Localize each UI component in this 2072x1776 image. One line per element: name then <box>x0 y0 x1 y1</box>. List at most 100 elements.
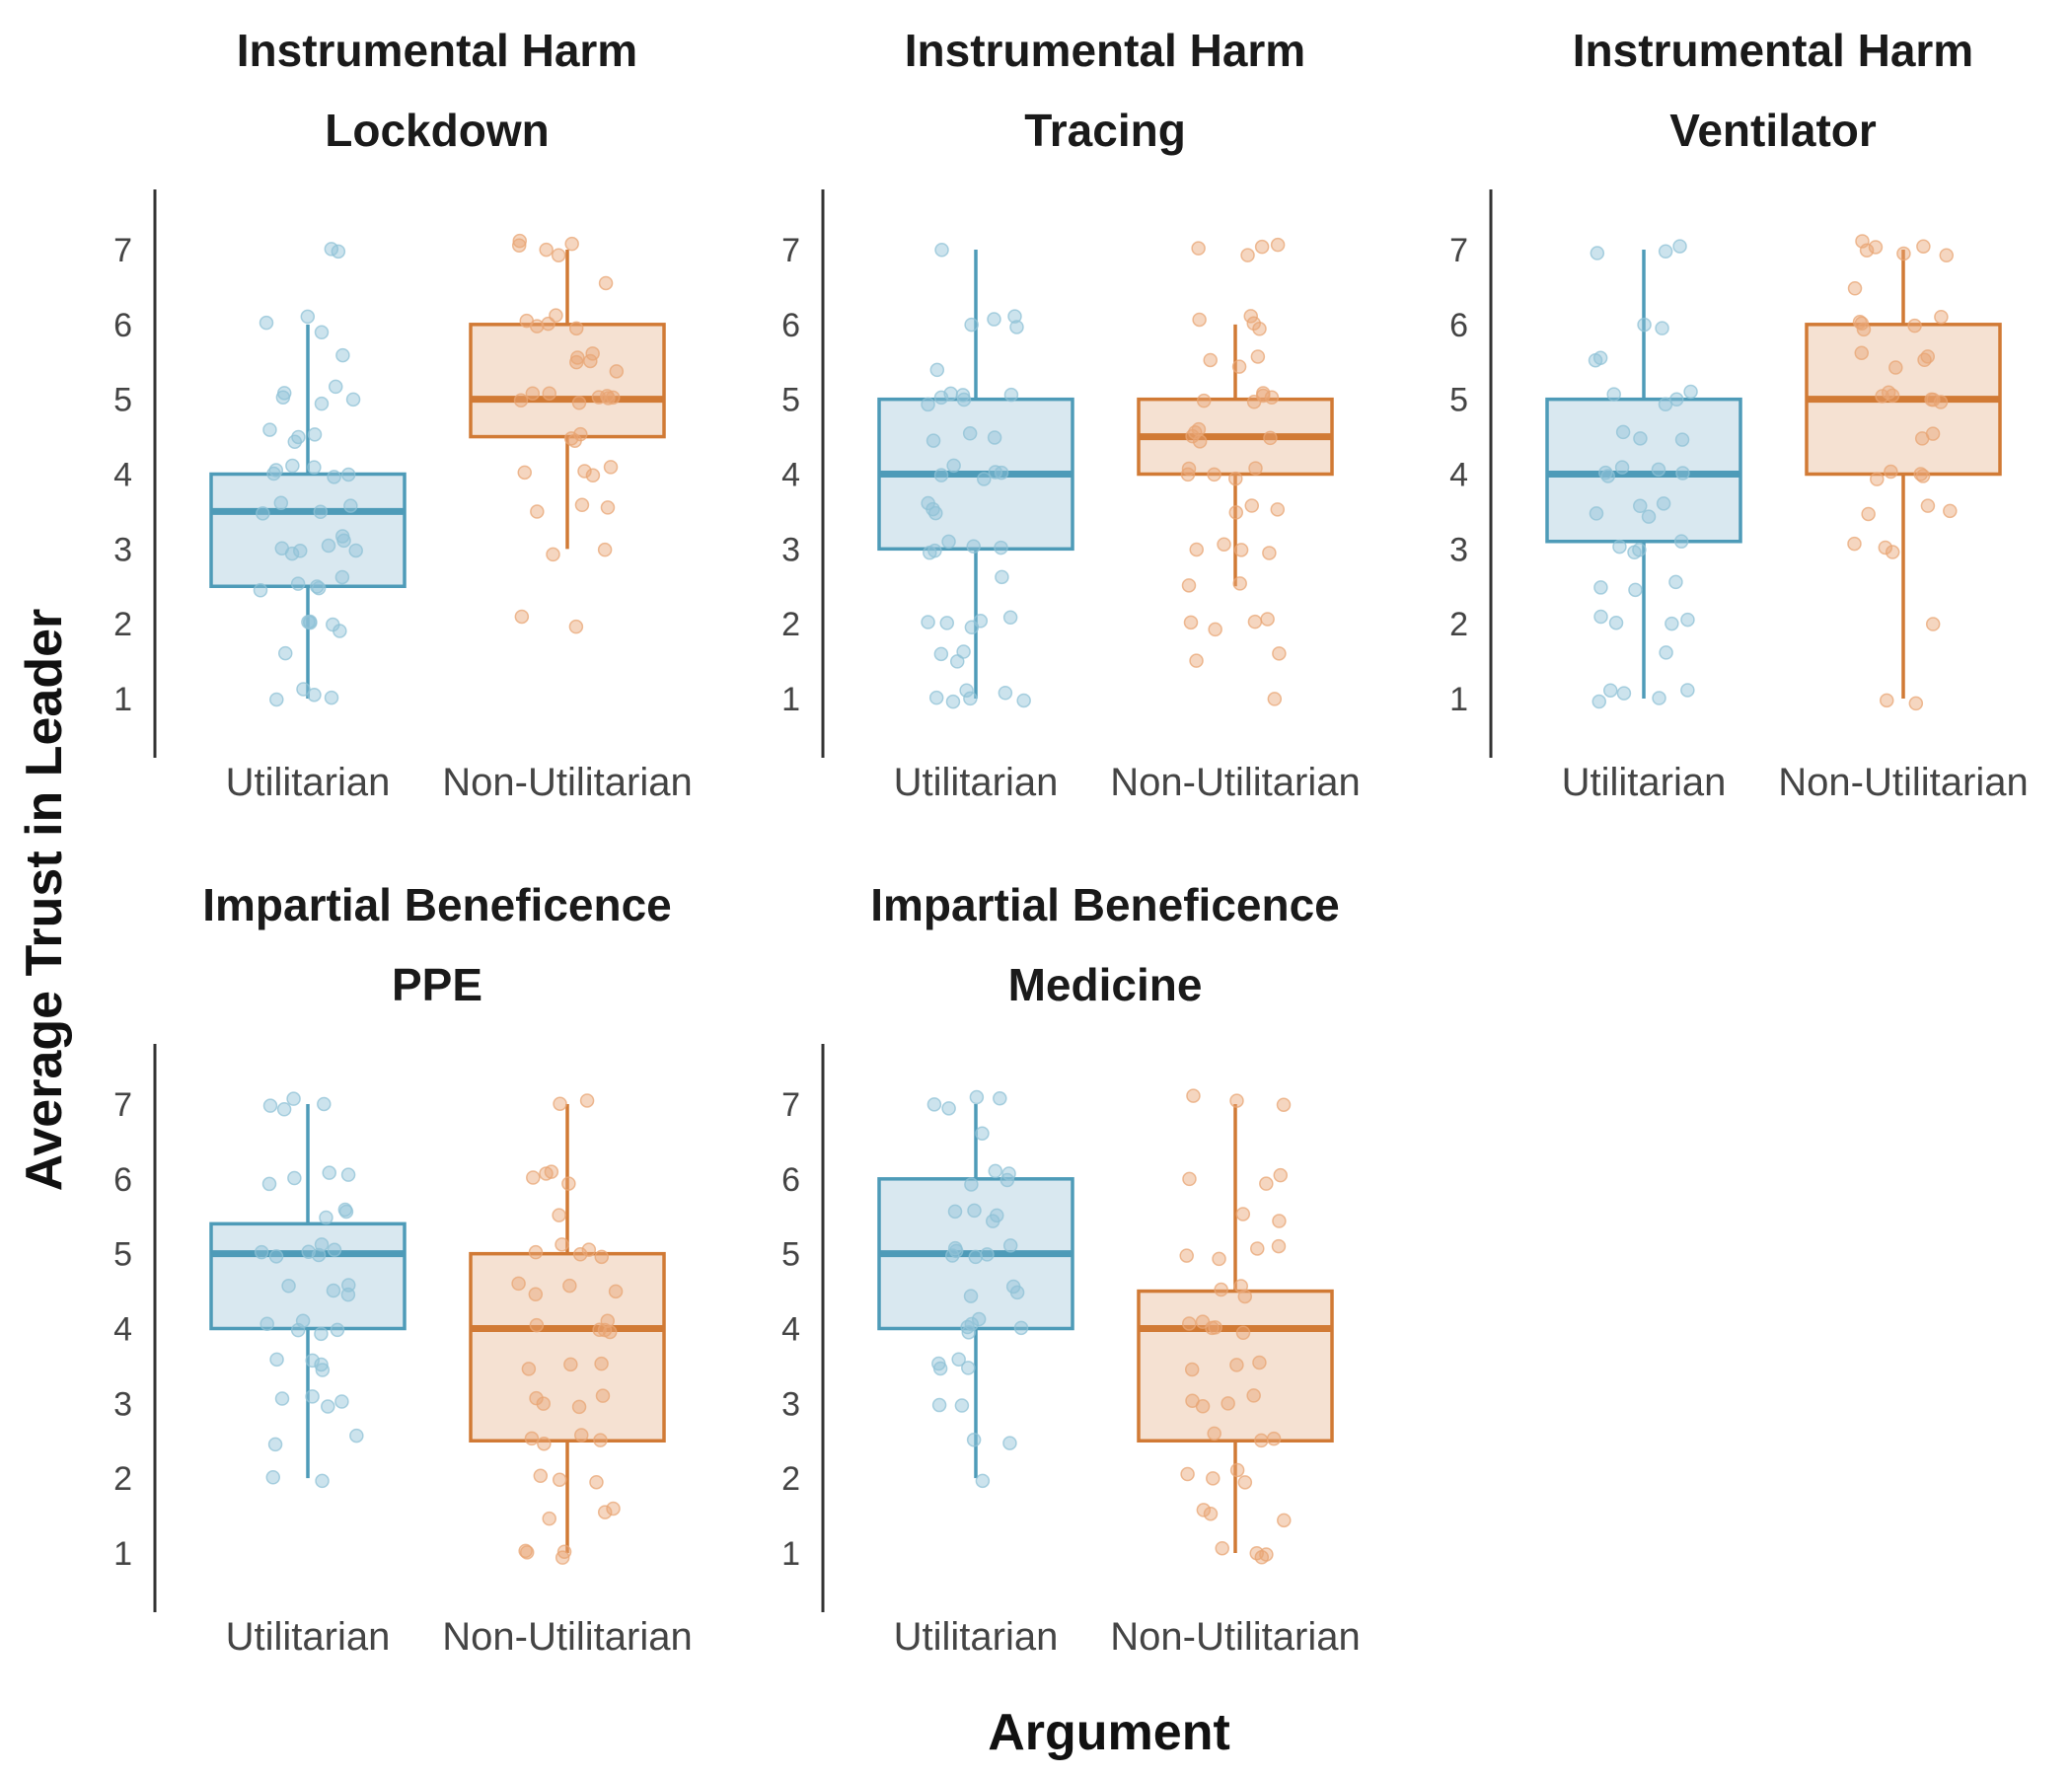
data-point <box>267 1437 283 1452</box>
data-point <box>951 1352 966 1367</box>
data-point <box>1593 609 1608 625</box>
panel-title-line1: Instrumental Harm <box>237 25 637 76</box>
y-tick-label: 3 <box>781 531 800 568</box>
data-point <box>561 1176 576 1191</box>
x-category-label: Non-Utilitarian <box>442 761 692 804</box>
data-point <box>1229 1462 1245 1478</box>
data-point <box>1277 1513 1292 1528</box>
data-point <box>1602 683 1618 698</box>
data-point <box>1920 498 1936 513</box>
data-point <box>1915 469 1931 483</box>
data-point <box>1659 645 1673 660</box>
data-point <box>971 1311 987 1327</box>
data-point <box>1007 309 1022 324</box>
data-point <box>511 1276 526 1292</box>
data-point <box>343 498 358 513</box>
data-point <box>348 543 363 558</box>
data-point <box>1192 312 1207 328</box>
data-point <box>1235 1207 1251 1221</box>
x-category-label: Non-Utilitarian <box>1110 1615 1360 1659</box>
data-point <box>1189 542 1204 557</box>
data-point <box>563 1357 578 1372</box>
data-point <box>1943 503 1958 519</box>
data-point <box>521 1362 537 1376</box>
data-point <box>1633 431 1648 446</box>
data-point <box>1847 281 1863 296</box>
data-point <box>1002 1238 1018 1253</box>
data-point <box>1232 576 1247 591</box>
data-point <box>528 1244 544 1260</box>
data-point <box>1276 1097 1292 1112</box>
y-tick-label: 1 <box>113 681 132 718</box>
data-point <box>285 458 300 474</box>
data-point <box>1252 1355 1267 1370</box>
data-point <box>1665 616 1679 631</box>
data-point <box>315 1473 330 1489</box>
y-tick-label: 7 <box>113 232 132 269</box>
data-point <box>1920 349 1936 364</box>
data-point <box>977 472 992 486</box>
data-point <box>253 583 268 598</box>
data-point <box>581 1242 597 1257</box>
data-point <box>1615 424 1631 440</box>
data-point <box>1189 653 1204 668</box>
data-point <box>324 242 339 257</box>
data-point <box>1207 1426 1221 1442</box>
data-point <box>524 1431 540 1446</box>
chart-panel: Instrumental Harm Lockdown 1 2 3 4 5 6 7 Utilitar… <box>113 25 693 804</box>
data-point <box>1633 498 1648 514</box>
x-category-label: Utilitarian <box>226 761 391 804</box>
data-point <box>988 465 1003 480</box>
y-tick-label: 2 <box>1449 606 1468 643</box>
y-tick-label: 4 <box>113 457 132 494</box>
data-point <box>1233 1279 1249 1294</box>
data-point <box>1184 1362 1200 1377</box>
data-point <box>1013 1320 1029 1336</box>
data-point <box>941 534 956 550</box>
data-point <box>511 238 527 253</box>
panel-title-line1: Impartial Beneficence <box>870 879 1340 930</box>
data-point <box>301 1244 316 1259</box>
data-point <box>326 1283 341 1298</box>
y-tick-label: 1 <box>781 681 800 718</box>
data-point <box>987 430 1002 445</box>
data-point <box>975 1126 990 1141</box>
x-category-label: Utilitarian <box>1562 761 1727 804</box>
data-point <box>568 321 584 336</box>
x-category-label: Utilitarian <box>894 761 1059 804</box>
data-point <box>961 1361 976 1375</box>
data-point <box>1672 239 1687 254</box>
data-point <box>314 1357 329 1372</box>
data-point <box>1673 534 1689 549</box>
data-point <box>313 504 329 520</box>
data-point <box>300 309 316 325</box>
data-point <box>589 1474 604 1490</box>
y-tick-label: 5 <box>781 1236 800 1274</box>
data-point <box>326 617 340 632</box>
data-point <box>281 1279 296 1294</box>
data-point <box>966 1433 982 1447</box>
y-tick-label: 3 <box>1449 531 1468 568</box>
data-point <box>962 426 978 441</box>
data-point <box>533 1468 549 1484</box>
data-point <box>1270 502 1286 517</box>
data-point <box>1916 239 1931 255</box>
data-point <box>1658 244 1673 259</box>
data-point <box>964 1316 980 1332</box>
data-point <box>1182 1171 1197 1187</box>
y-tick-label: 6 <box>113 307 132 344</box>
data-point <box>1254 239 1270 255</box>
data-point <box>1228 505 1244 520</box>
x-axis-title: Argument <box>988 1704 1230 1761</box>
data-point <box>1186 1088 1201 1103</box>
data-point <box>262 422 277 437</box>
data-point <box>327 1242 342 1258</box>
data-point <box>988 1163 1003 1179</box>
box-utilitarian <box>877 1089 1074 1489</box>
data-point <box>1215 1540 1229 1556</box>
data-point <box>529 1317 545 1333</box>
data-point <box>1005 1279 1021 1295</box>
data-point <box>1612 539 1627 555</box>
data-point <box>530 504 545 519</box>
data-point <box>1881 385 1896 401</box>
